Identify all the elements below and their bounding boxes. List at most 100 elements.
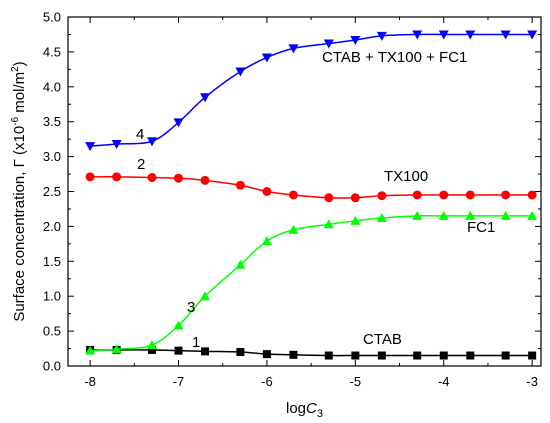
series-line bbox=[90, 349, 533, 357]
y-axis-title: Surface concentration, Γ (x10-6 mol/m2) bbox=[10, 61, 28, 321]
data-point bbox=[288, 44, 299, 54]
x-tick-label: -5 bbox=[350, 374, 362, 389]
y-tick-label: 3.0 bbox=[43, 149, 61, 164]
y-tick-label: 0.0 bbox=[43, 359, 61, 374]
data-point bbox=[85, 172, 95, 182]
y-tick-label: 0.5 bbox=[43, 324, 61, 339]
series-name-label: CTAB + TX100 + FC1 bbox=[322, 49, 467, 66]
data-point bbox=[262, 187, 272, 196]
data-point bbox=[528, 351, 537, 360]
data-point bbox=[236, 348, 245, 357]
data-point bbox=[112, 172, 122, 182]
data-point bbox=[174, 346, 183, 355]
data-point bbox=[85, 345, 96, 355]
y-tick-label: 2.0 bbox=[43, 219, 61, 234]
data-point bbox=[465, 30, 476, 40]
data-point bbox=[173, 320, 184, 330]
series-2 bbox=[85, 172, 537, 203]
data-point bbox=[527, 190, 537, 200]
data-point bbox=[146, 137, 157, 147]
data-point bbox=[200, 175, 210, 185]
x-tick-label: -7 bbox=[173, 374, 185, 389]
y-tick-label: 2.5 bbox=[43, 184, 61, 199]
x-tick-label: -8 bbox=[84, 374, 96, 389]
series-line bbox=[90, 215, 533, 352]
data-point bbox=[288, 224, 299, 234]
data-point bbox=[235, 259, 246, 269]
data-point bbox=[324, 351, 333, 360]
data-point bbox=[111, 140, 122, 150]
labels-group: CTAB 1 TX100 2 FC1 3 CTAB + TX100 + FC1 4 bbox=[136, 49, 495, 351]
series-name-label: FC1 bbox=[467, 219, 495, 236]
data-point bbox=[201, 347, 210, 356]
series-1 bbox=[86, 345, 537, 360]
data-point bbox=[439, 351, 448, 360]
y-tick-label: 1.0 bbox=[43, 289, 61, 304]
data-point bbox=[527, 210, 538, 220]
y-tick-label: 3.5 bbox=[43, 114, 61, 129]
data-point bbox=[147, 173, 157, 183]
data-point bbox=[412, 210, 423, 220]
data-point bbox=[377, 191, 387, 201]
data-point bbox=[174, 173, 184, 183]
data-point bbox=[439, 190, 449, 200]
x-tick-label: -3 bbox=[526, 374, 538, 389]
y-tick-label: 4.0 bbox=[43, 79, 61, 94]
series-number-label: 2 bbox=[137, 156, 145, 173]
series-3 bbox=[85, 210, 538, 355]
data-point bbox=[261, 53, 272, 63]
data-point bbox=[527, 30, 538, 40]
series-name-label: CTAB bbox=[363, 331, 402, 348]
y-tick-label: 4.5 bbox=[43, 44, 61, 59]
data-point bbox=[261, 236, 272, 246]
data-point bbox=[324, 193, 334, 203]
x-tick-label: -6 bbox=[261, 374, 273, 389]
data-point bbox=[350, 36, 361, 46]
data-point bbox=[412, 190, 422, 200]
data-point bbox=[235, 67, 246, 77]
data-point bbox=[501, 351, 510, 360]
data-point bbox=[350, 215, 361, 225]
data-point bbox=[438, 30, 449, 40]
data-point bbox=[146, 340, 157, 350]
data-point bbox=[438, 210, 449, 220]
data-point bbox=[111, 344, 122, 354]
y-tick-label: 1.5 bbox=[43, 254, 61, 269]
data-point bbox=[376, 213, 387, 223]
x-axis-title: logC3 bbox=[286, 400, 323, 420]
data-point bbox=[235, 180, 245, 190]
data-point bbox=[350, 193, 360, 203]
data-point bbox=[500, 210, 511, 220]
series-number-label: 1 bbox=[192, 334, 200, 351]
data-point bbox=[289, 350, 298, 359]
data-point bbox=[465, 190, 475, 200]
data-point bbox=[351, 351, 360, 360]
data-point bbox=[200, 291, 211, 301]
data-point bbox=[323, 219, 334, 229]
data-point bbox=[85, 142, 96, 152]
data-point bbox=[413, 351, 422, 360]
series-line bbox=[90, 33, 533, 147]
series-name-label: TX100 bbox=[384, 168, 428, 185]
data-point bbox=[501, 190, 511, 200]
axes-group: -8 -7 -6 -5 -4 -3 0.0 0.5 1.0 1.5 2.0 2.5 3.0 3.5 4.0 4… bbox=[10, 10, 542, 420]
data-point bbox=[500, 30, 511, 40]
data-point bbox=[466, 351, 475, 360]
data-point bbox=[262, 350, 271, 359]
series-4 bbox=[85, 30, 538, 152]
data-point bbox=[323, 39, 334, 49]
data-point bbox=[173, 118, 184, 128]
y-tick-label: 5.0 bbox=[43, 10, 61, 25]
x-tick-label: -4 bbox=[438, 374, 450, 389]
series-number-label: 4 bbox=[136, 126, 144, 143]
data-point bbox=[376, 31, 387, 41]
series-line bbox=[90, 176, 533, 199]
series-group bbox=[85, 30, 538, 360]
series-number-label: 3 bbox=[187, 299, 195, 316]
data-point bbox=[465, 210, 476, 220]
data-point bbox=[377, 351, 386, 360]
data-point bbox=[288, 190, 298, 200]
data-point bbox=[200, 93, 211, 103]
